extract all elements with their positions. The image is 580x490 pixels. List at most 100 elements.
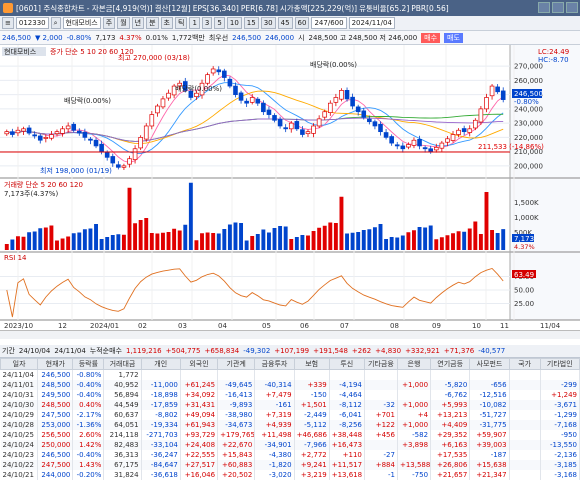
menu-icon[interactable]: ≡ <box>2 17 14 29</box>
table-cell: +7,479 <box>254 389 295 400</box>
column-header[interactable]: 현재가 <box>37 358 74 370</box>
column-header[interactable]: 등락률 <box>72 358 105 370</box>
table-cell: +61,245 <box>180 379 219 390</box>
table-row[interactable]: 24/10/31 249,500 -0.40% 56,894 -18,898 +34,09… <box>0 389 580 400</box>
table-row[interactable]: 24/11/04 246,500 -0.80% 1,772 <box>0 369 580 380</box>
column-header[interactable]: 은행 <box>396 358 432 370</box>
column-header[interactable]: 투신 <box>328 358 365 370</box>
candle-body <box>283 127 288 130</box>
column-header[interactable]: 일자 <box>0 358 39 370</box>
column-header[interactable]: 연기금등 <box>430 358 471 370</box>
table-cell: +46,686 <box>294 429 330 440</box>
minimize-button[interactable] <box>538 2 550 13</box>
table-row[interactable]: 24/10/30 248,500 0.40% 44,549 -17,859 +31,431… <box>0 399 580 410</box>
sell-button[interactable]: 매도 <box>444 32 463 43</box>
column-header[interactable]: 국가 <box>508 358 541 370</box>
title-part: PBR[0.56] <box>411 3 449 13</box>
candle-body <box>361 110 367 118</box>
column-header[interactable]: 외국인 <box>179 358 219 370</box>
maximize-button[interactable] <box>552 2 564 13</box>
table-cell: -1.36% <box>72 419 105 430</box>
table-cell: +60,883 <box>217 459 256 470</box>
table-cell: -1,820 <box>254 459 295 470</box>
volume-bar <box>445 235 450 250</box>
column-header[interactable]: 거래대금 <box>103 358 142 370</box>
period-month[interactable]: 월 <box>117 17 130 29</box>
minute-10[interactable]: 10 <box>226 17 242 29</box>
investor-table: 일자 현재가 등락률 거래대금 개인 외국인 기관계 금융투자 보험 투신 기타금융 은행 연기금등 사모… <box>0 358 580 480</box>
minute-15[interactable]: 15 <box>243 17 259 29</box>
candle-body <box>132 148 138 160</box>
table-cell: +93,729 <box>180 429 219 440</box>
minute-1[interactable]: 1 <box>189 17 200 29</box>
period-tick[interactable]: 틱 <box>175 17 188 29</box>
table-row[interactable]: 24/10/22 247,500 1.43% 67,175 -84,647 +27,517… <box>0 459 580 470</box>
column-header[interactable]: 사모펀드 <box>469 358 510 370</box>
volume-bar <box>94 224 98 250</box>
minute-60[interactable]: 60 <box>294 17 310 29</box>
period-from[interactable]: 24/10/04 <box>18 347 51 355</box>
search-icon[interactable]: ⌕ <box>50 17 61 29</box>
table-cell: -2,136 <box>540 449 580 460</box>
table-cell <box>509 399 541 410</box>
table-cell: +122 <box>364 419 398 430</box>
table-row[interactable]: 24/11/01 248,500 -0.40% 40,952 -11,000 +61,24… <box>0 379 580 390</box>
column-header[interactable]: 기타법인 <box>539 358 580 370</box>
period-to[interactable]: 24/11/04 <box>54 347 86 355</box>
volume-bar <box>372 227 377 250</box>
title-part: 유통비율[65.2] <box>359 3 410 13</box>
table-row[interactable]: 24/10/24 250,000 1.42% 82,483 -33,104 +24,408… <box>0 439 580 450</box>
column-header[interactable]: 보험 <box>293 358 330 370</box>
table-cell <box>364 439 398 450</box>
volume-bar <box>434 239 439 250</box>
minute-30[interactable]: 30 <box>260 17 276 29</box>
count-input[interactable]: 247/600 <box>311 17 347 29</box>
table-cell: -3,020 <box>254 469 295 480</box>
volume-bar <box>166 232 171 250</box>
ma-line-120 <box>6 117 504 142</box>
column-header[interactable]: 금융투자 <box>254 358 295 370</box>
table-cell <box>254 369 295 380</box>
table-row[interactable]: 24/10/28 253,000 -1.36% 64,051 -19,334 +61,94… <box>0 419 580 430</box>
buy-button[interactable]: 매수 <box>421 32 441 43</box>
stock-code-input[interactable]: 012330 <box>15 17 49 29</box>
period-week[interactable]: 주 <box>102 17 116 29</box>
candle-body <box>255 98 261 104</box>
table-cell: -9,893 <box>217 399 256 410</box>
table-row[interactable]: 24/10/29 247,500 -2.17% 60,637 -8,802 +49,094… <box>0 409 580 420</box>
table-row[interactable]: 24/10/25 256,500 2.60% 214,118 -271,703 +93,7… <box>0 429 580 440</box>
candle-body <box>49 134 54 139</box>
candle-body <box>233 85 238 95</box>
column-header[interactable]: 개인 <box>140 358 181 370</box>
volume-bar <box>205 232 210 250</box>
chart-bg <box>0 45 580 330</box>
table-cell: -27 <box>364 449 398 460</box>
column-header[interactable]: 기타금융 <box>363 358 398 370</box>
minute-45[interactable]: 45 <box>277 17 293 29</box>
table-row[interactable]: 24/10/21 244,000 -0.20% 31,824 -36,618 +16,04… <box>0 469 580 480</box>
price-chart[interactable]: 270,000260,000250,000240,000230,000220,0… <box>0 45 580 330</box>
candle-body <box>15 129 21 134</box>
x-tick-label: 05 <box>262 322 271 330</box>
table-cell <box>180 369 219 380</box>
table-cell: -3,671 <box>540 399 580 410</box>
volume-bar <box>21 236 26 250</box>
period-year[interactable]: 년 <box>131 17 145 29</box>
date-input[interactable]: 2024/11/04 <box>348 17 395 29</box>
candle-body <box>294 121 300 130</box>
column-header[interactable]: 기관계 <box>217 358 256 370</box>
table-cell <box>509 439 541 450</box>
minute-5[interactable]: 5 <box>214 17 225 29</box>
scroll-strip[interactable] <box>0 330 580 339</box>
minute-3[interactable]: 3 <box>201 17 213 29</box>
table-cell: 82,483 <box>103 439 142 450</box>
period-second[interactable]: 초 <box>160 17 173 29</box>
period-minute[interactable]: 분 <box>146 17 159 29</box>
table-cell: -3,168 <box>540 469 580 480</box>
volume-bar <box>495 233 500 250</box>
candle-body <box>166 92 171 99</box>
volume-bar <box>133 223 138 250</box>
table-row[interactable]: 24/10/23 246,500 -0.40% 36,313 -36,247 +22,55… <box>0 449 580 460</box>
close-button[interactable] <box>566 2 578 13</box>
x-tick-label: 10 <box>472 322 481 330</box>
